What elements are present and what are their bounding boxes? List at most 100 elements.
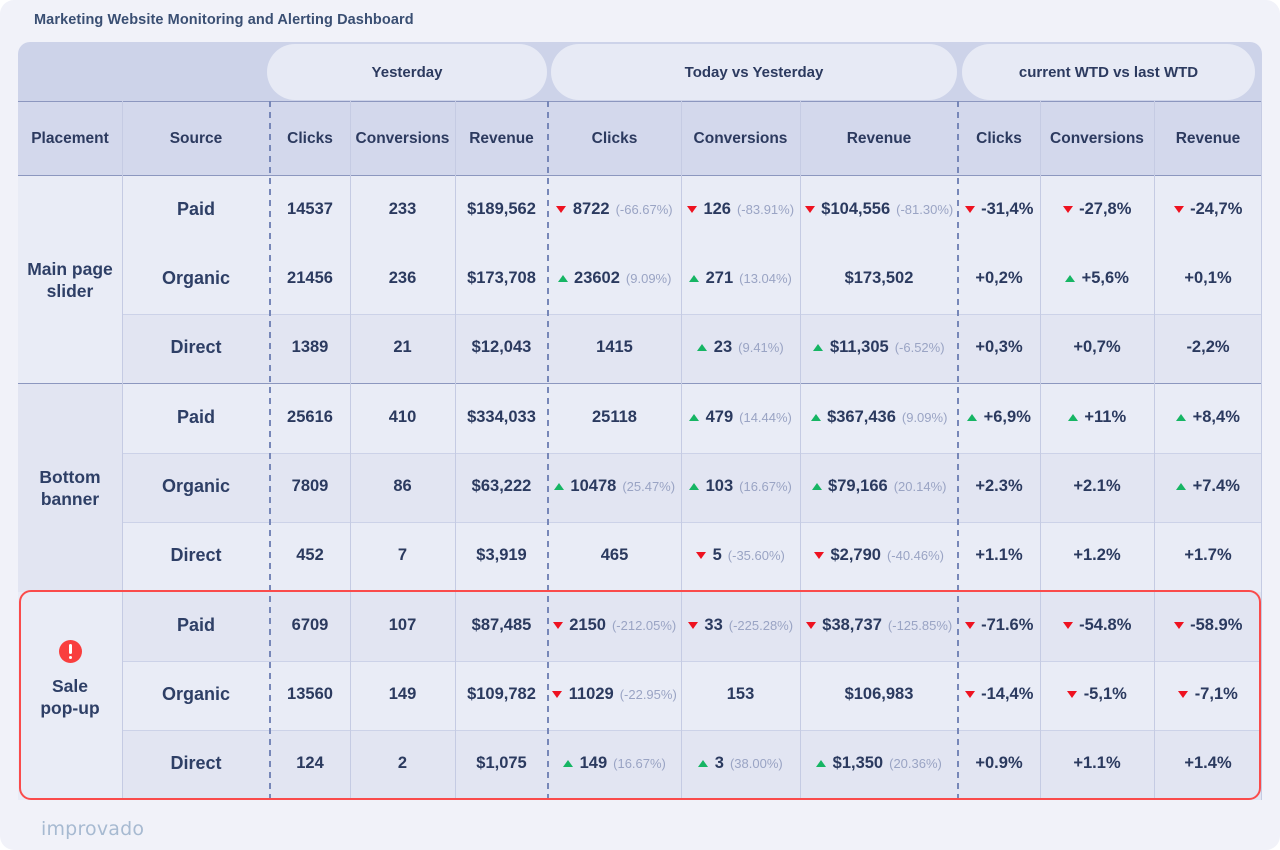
- metric-cell: 103 (16.67%): [681, 453, 800, 523]
- page-title: Marketing Website Monitoring and Alertin…: [34, 12, 414, 28]
- metric-cell: 1389: [270, 314, 350, 384]
- metric-value: +2.3%: [975, 476, 1023, 495]
- metric-value: 11029: [568, 684, 614, 703]
- column-header-source: Source: [169, 129, 223, 147]
- metric-value: 13560: [287, 684, 333, 703]
- metric-percent: (20.36%): [889, 756, 942, 772]
- trend-up-icon: [813, 344, 824, 352]
- metric-cell: $38,737 (-125.85%): [800, 592, 958, 662]
- column-divider: [349, 101, 351, 800]
- metric-cell: 236: [350, 245, 455, 315]
- source-label: Direct: [170, 337, 222, 358]
- source-cell: Organic: [122, 661, 270, 731]
- metric-value: $63,222: [471, 476, 532, 495]
- metric-value: 14537: [287, 199, 333, 218]
- metric-value: $2,790: [830, 546, 881, 565]
- group-divider-dashed: [269, 101, 271, 800]
- metric-percent: (13.04%): [739, 270, 792, 286]
- column-header-clicks: Clicks: [287, 129, 333, 147]
- metric-value: 3: [714, 754, 724, 773]
- metric-cell: +5,6%: [1040, 245, 1154, 315]
- metric-cell: 149: [350, 661, 455, 731]
- group-divider-dashed: [957, 101, 959, 800]
- metric-value: -71.6%: [981, 615, 1034, 634]
- metric-value: -5,1%: [1083, 684, 1127, 703]
- metric-cell: 14537: [270, 176, 350, 246]
- metric-cell: 479 (14.44%): [681, 384, 800, 454]
- metric-cell: +1.7%: [1154, 522, 1262, 592]
- metric-cell: 25616: [270, 384, 350, 454]
- metric-value: $38,737: [822, 615, 882, 634]
- trend-down-icon: [556, 205, 567, 213]
- trend-down-icon: [805, 621, 816, 629]
- metric-percent: (-81.30%): [896, 201, 954, 217]
- group-divider: [18, 383, 1262, 384]
- metric-cell: $63,222: [455, 453, 548, 523]
- metric-cell: 1415: [548, 314, 681, 384]
- metric-cell: +1.1%: [958, 522, 1040, 592]
- metric-cell: $87,485: [455, 592, 548, 662]
- metric-percent: (-22.95%): [619, 686, 677, 702]
- column-divider: [121, 101, 123, 800]
- metric-cell: -7,1%: [1154, 661, 1262, 731]
- metric-value: 2150: [569, 615, 606, 634]
- metric-cell: $11,305 (-6.52%): [800, 314, 958, 384]
- metric-value: 10478: [570, 476, 617, 495]
- trend-up-icon: [816, 760, 827, 768]
- source-cell: Paid: [122, 176, 270, 246]
- placement-label: Bottom banner: [39, 467, 101, 509]
- metric-value: $109,782: [467, 684, 536, 703]
- metric-cell: +8,4%: [1154, 384, 1262, 454]
- metric-value: 23602: [574, 268, 620, 287]
- metric-value: 103: [705, 476, 734, 495]
- metric-value: +0,1%: [1184, 268, 1232, 287]
- metric-cell: 21456: [270, 245, 350, 315]
- metric-value: 8722: [572, 199, 610, 218]
- metric-value: +11%: [1084, 407, 1127, 426]
- source-label: Direct: [170, 753, 222, 774]
- metric-cell: 452: [270, 522, 350, 592]
- metric-value: +5,6%: [1081, 268, 1129, 287]
- metric-percent: (-40.46%): [886, 548, 945, 564]
- band-divider: [18, 101, 1262, 102]
- source-label: Organic: [161, 267, 231, 288]
- metric-cell: -24,7%: [1154, 176, 1262, 246]
- metric-value: 23: [713, 338, 733, 357]
- metric-value: 7: [397, 546, 408, 565]
- trend-down-icon: [686, 205, 697, 213]
- metric-cell: 5 (-35.60%): [681, 522, 800, 592]
- source-cell: Organic: [122, 453, 270, 523]
- row-divider: [122, 730, 1262, 732]
- metric-value: $87,485: [471, 615, 532, 634]
- metric-cell: 465: [548, 522, 681, 592]
- placement-label: Main page slider: [27, 259, 113, 301]
- metric-cell: $1,075: [455, 730, 548, 800]
- metric-value: +0,7%: [1073, 338, 1121, 357]
- source-label: Organic: [161, 683, 231, 704]
- metric-percent: (9.41%): [738, 340, 784, 356]
- metric-cell: 25118: [548, 384, 681, 454]
- metric-value: 21: [393, 338, 412, 357]
- metric-cell: 107: [350, 592, 455, 662]
- metric-cell: +0.9%: [958, 730, 1040, 800]
- metric-cell: 124: [270, 730, 350, 800]
- metric-value: 25616: [287, 407, 333, 426]
- trend-down-icon: [552, 621, 563, 629]
- metric-cell: +1.1%: [1040, 730, 1154, 800]
- column-divider: [799, 101, 801, 800]
- metric-cell: $173,502: [800, 245, 958, 315]
- trend-up-icon: [553, 482, 564, 490]
- metric-cell: $367,436 (9.09%): [800, 384, 958, 454]
- metric-value: 153: [726, 684, 755, 703]
- metric-cell: 3 (38.00%): [681, 730, 800, 800]
- metric-value: +7.4%: [1192, 476, 1240, 495]
- metric-value: 5: [712, 546, 722, 565]
- source-cell: Direct: [122, 522, 270, 592]
- metric-value: 452: [296, 546, 324, 565]
- metric-value: 2: [397, 754, 408, 773]
- metric-value: $106,983: [844, 684, 914, 703]
- table-right-edge: [1261, 101, 1262, 800]
- metric-cell: 153: [681, 661, 800, 731]
- metric-cell: -58.9%: [1154, 592, 1262, 662]
